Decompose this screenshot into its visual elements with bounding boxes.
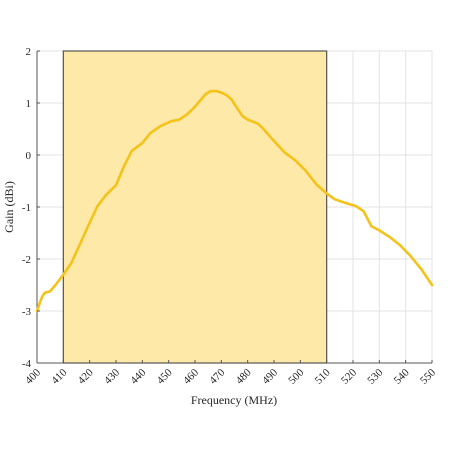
y-tick-label: -1 <box>22 202 31 214</box>
y-tick-label: 2 <box>26 46 32 58</box>
x-tick-label: 450 <box>155 366 176 387</box>
y-tick-label: -4 <box>22 358 32 370</box>
x-tick-label: 420 <box>76 366 97 387</box>
x-tick-label: 470 <box>207 366 228 387</box>
y-tick-label: 1 <box>26 98 32 110</box>
y-axis-ticks: -4 -3 -2 -1 0 1 2 <box>22 46 40 370</box>
x-tick-label: 520 <box>339 366 360 387</box>
x-tick-label: 540 <box>392 366 413 387</box>
x-tick-label: 510 <box>313 366 334 387</box>
x-tick-label: 430 <box>102 366 123 387</box>
x-tick-label: 410 <box>49 366 70 387</box>
y-tick-label: -3 <box>22 306 32 318</box>
x-tick-label: 480 <box>234 366 255 387</box>
y-tick-label: -2 <box>22 254 31 266</box>
x-tick-label: 530 <box>365 366 386 387</box>
x-axis-label: Frequency (MHz) <box>191 393 277 407</box>
x-tick-label: 460 <box>181 366 202 387</box>
x-tick-label: 490 <box>260 366 281 387</box>
y-axis-label: Gain (dBi) <box>2 181 16 233</box>
x-tick-label: 550 <box>418 366 439 387</box>
x-axis-ticks: 400 410 420 430 440 450 460 470 480 490 500 510 520 5… <box>23 360 439 387</box>
x-tick-label: 440 <box>128 366 149 387</box>
series-line <box>35 89 434 313</box>
x-tick-label: 500 <box>286 366 307 387</box>
y-tick-label: 0 <box>26 150 32 162</box>
highlight-band <box>62 50 328 364</box>
